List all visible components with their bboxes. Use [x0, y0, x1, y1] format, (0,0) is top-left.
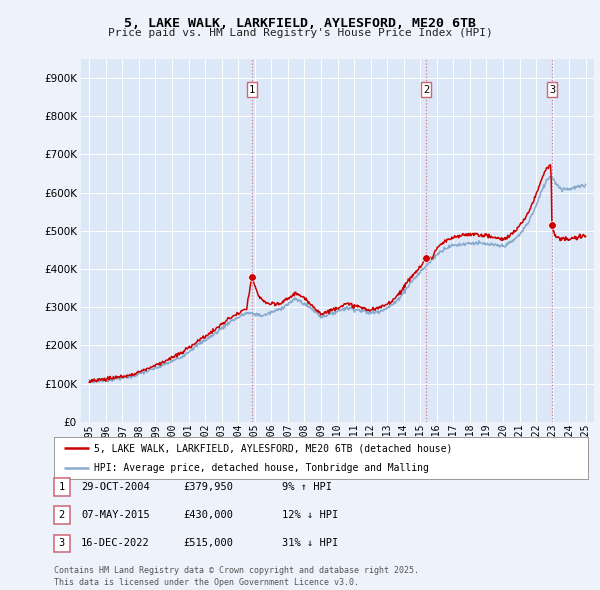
Text: 3: 3: [59, 539, 65, 548]
Text: 5, LAKE WALK, LARKFIELD, AYLESFORD, ME20 6TB: 5, LAKE WALK, LARKFIELD, AYLESFORD, ME20…: [124, 17, 476, 30]
Text: £515,000: £515,000: [183, 539, 233, 548]
Text: 29-OCT-2004: 29-OCT-2004: [81, 482, 150, 491]
Text: HPI: Average price, detached house, Tonbridge and Malling: HPI: Average price, detached house, Tonb…: [94, 464, 429, 473]
Text: 07-MAY-2015: 07-MAY-2015: [81, 510, 150, 520]
Text: £430,000: £430,000: [183, 510, 233, 520]
Text: £379,950: £379,950: [183, 482, 233, 491]
Text: 12% ↓ HPI: 12% ↓ HPI: [282, 510, 338, 520]
Text: 2: 2: [59, 510, 65, 520]
Text: Contains HM Land Registry data © Crown copyright and database right 2025.
This d: Contains HM Land Registry data © Crown c…: [54, 566, 419, 587]
Text: 3: 3: [549, 84, 555, 94]
Text: Price paid vs. HM Land Registry's House Price Index (HPI): Price paid vs. HM Land Registry's House …: [107, 28, 493, 38]
Text: 5, LAKE WALK, LARKFIELD, AYLESFORD, ME20 6TB (detached house): 5, LAKE WALK, LARKFIELD, AYLESFORD, ME20…: [94, 443, 452, 453]
Text: 2: 2: [423, 84, 430, 94]
Text: 1: 1: [249, 84, 255, 94]
Text: 1: 1: [59, 482, 65, 491]
Text: 9% ↑ HPI: 9% ↑ HPI: [282, 482, 332, 491]
Text: 16-DEC-2022: 16-DEC-2022: [81, 539, 150, 548]
Text: 31% ↓ HPI: 31% ↓ HPI: [282, 539, 338, 548]
